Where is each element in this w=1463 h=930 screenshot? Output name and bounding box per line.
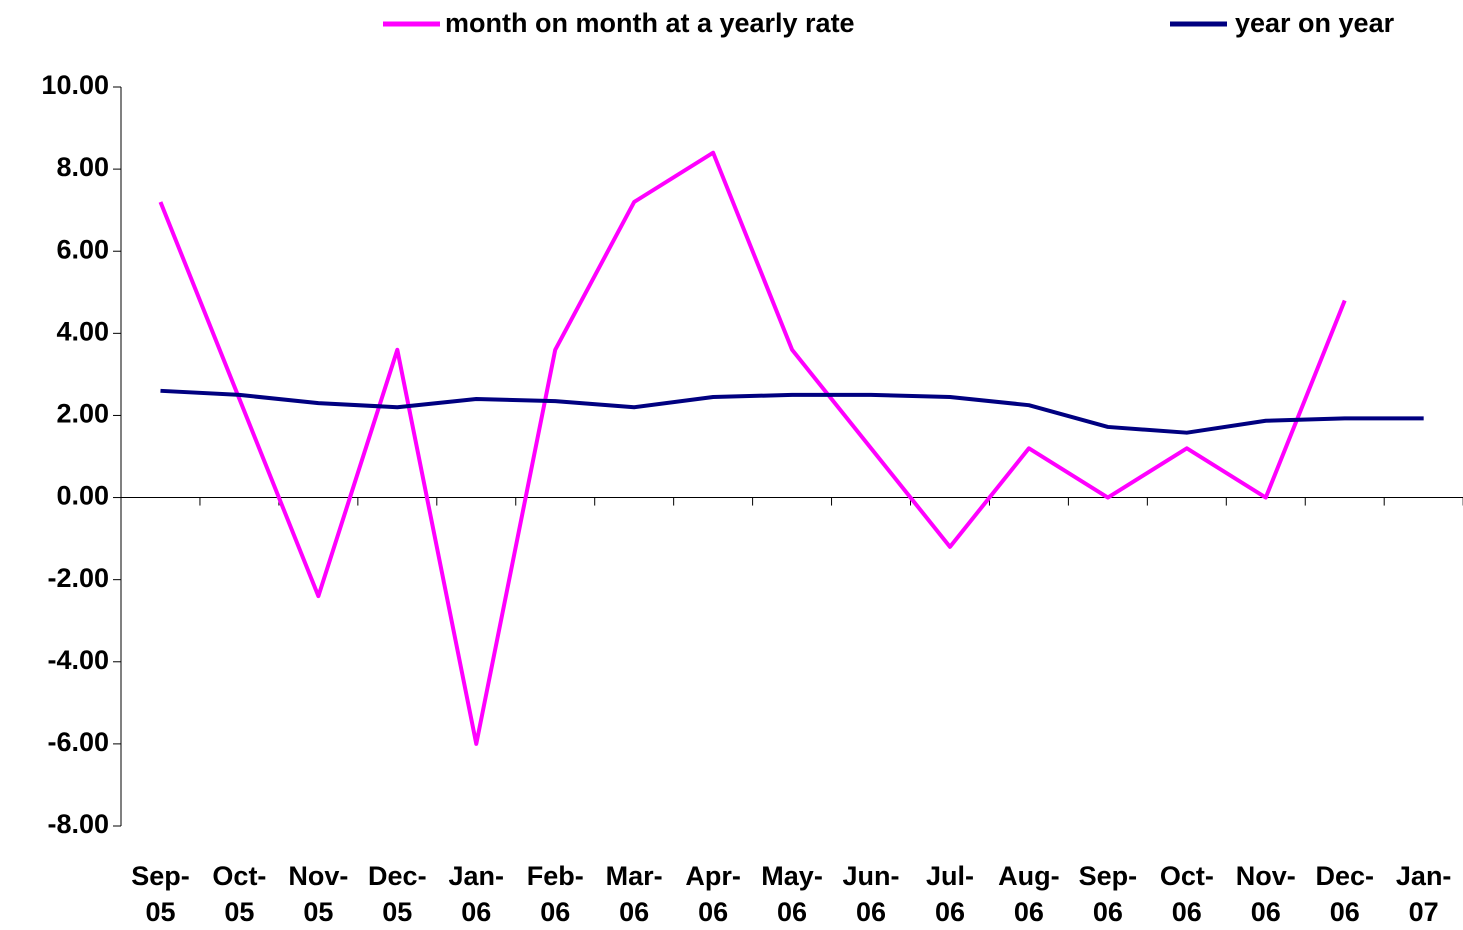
y-tick-label: -4.00 [47,645,109,675]
x-tick-label: Jan-06 [448,861,505,927]
x-tick-label: Jan-07 [1395,861,1452,927]
x-tick-label: Jul-06 [925,861,974,927]
y-tick-label: 10.00 [41,70,109,100]
x-tick-label: Aug-06 [998,861,1060,927]
x-tick-label: Mar-06 [605,861,663,927]
x-tick-label: Oct-05 [212,861,267,927]
series-line [158,150,1347,746]
x-tick-label: Oct-06 [1159,861,1214,927]
y-tick-label: 0.00 [56,481,109,511]
y-tick-label: 4.00 [56,316,109,346]
y-tick-label: -2.00 [47,563,109,593]
x-tick-label: Nov-06 [1235,861,1296,927]
y-tick-label: 2.00 [56,399,109,429]
x-tick-label: Feb-06 [526,861,584,927]
y-tick-label: -8.00 [47,809,109,839]
x-tick-label: Jun-06 [842,861,900,927]
y-tick-label: 6.00 [56,234,109,264]
y-tick-label: 8.00 [56,152,109,182]
legend-label: year on year [1235,8,1395,38]
x-tick-label: Dec-05 [368,861,427,927]
x-tick-label: May-06 [761,861,823,927]
x-tick-label: Sep-05 [131,861,190,927]
x-tick-label: Apr-06 [685,861,741,927]
legend-label: month on month at a yearly rate [445,8,855,38]
x-tick-label: Dec-06 [1315,861,1374,927]
y-tick-label: -6.00 [47,727,109,757]
series-line [160,388,1424,435]
x-tick-label: Nov-05 [288,861,349,927]
x-tick-label: Sep-06 [1078,861,1138,927]
